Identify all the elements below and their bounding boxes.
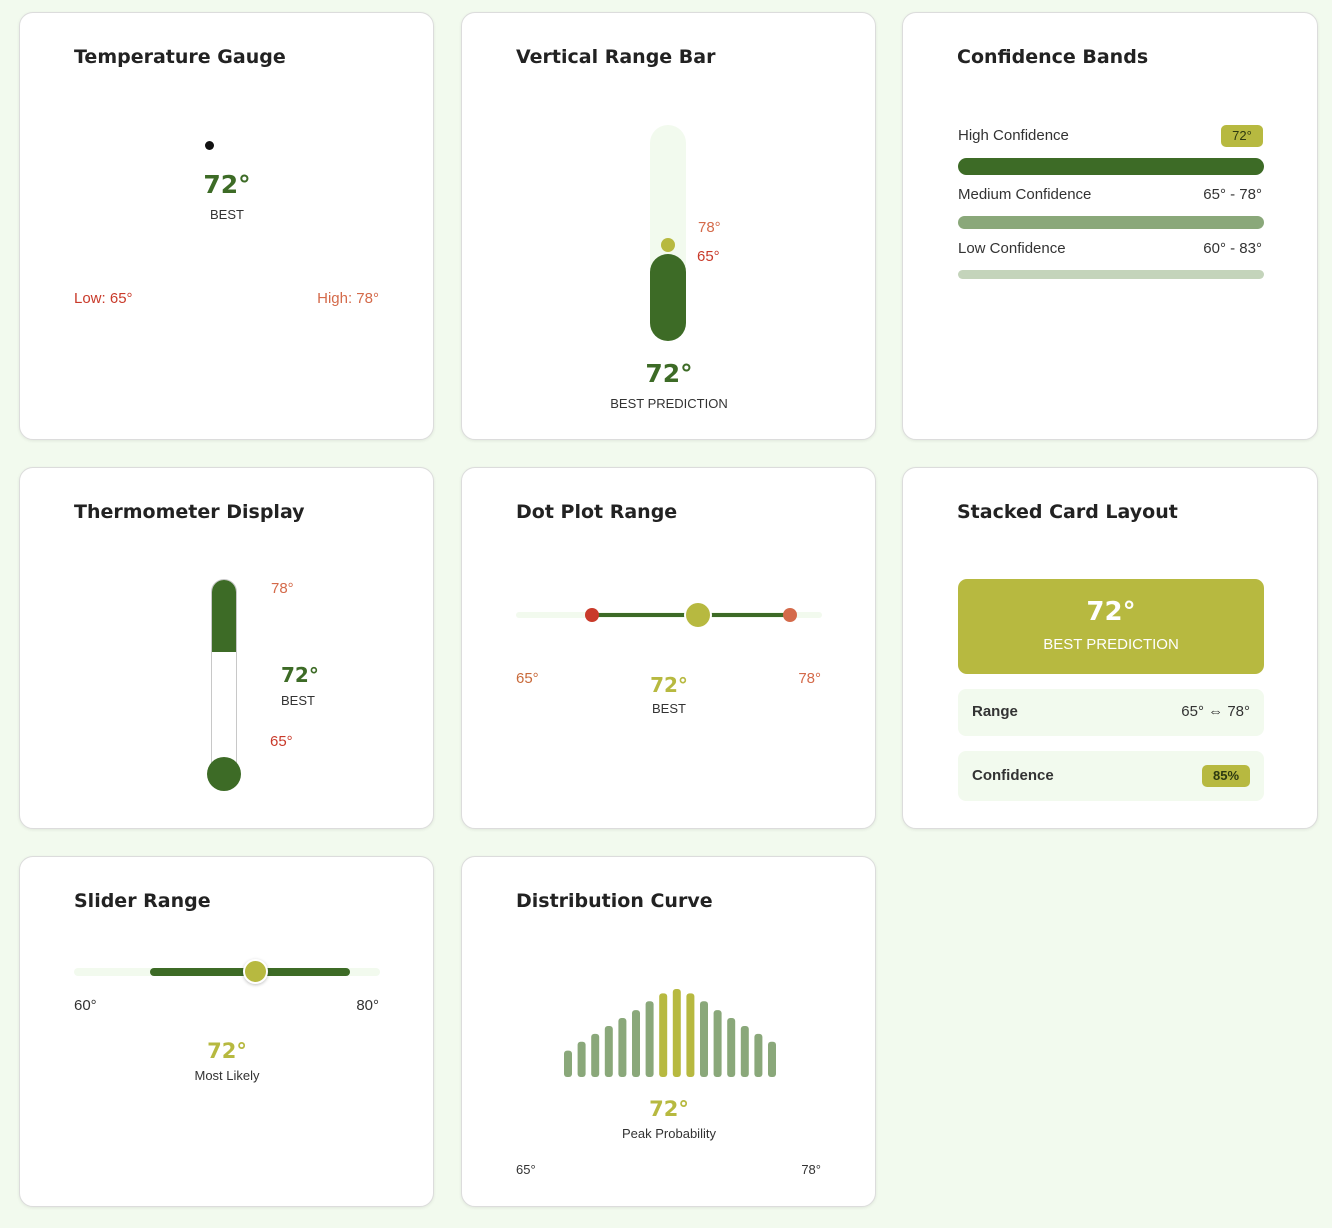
dot-value: 72°: [650, 673, 688, 697]
thermometer-fill: [212, 580, 236, 652]
distribution-bar: [618, 1018, 627, 1077]
range-fill: [650, 254, 686, 341]
confidence-bands-card: Confidence Bands High Confidence 72° Med…: [902, 12, 1318, 440]
gauge-low-label: Low: 65°: [74, 290, 133, 307]
distribution-bar: [604, 1026, 613, 1077]
slider-value-label: Most Likely: [194, 1068, 260, 1083]
dot-high-label: 78°: [798, 670, 821, 687]
card-title: Temperature Gauge: [74, 46, 286, 68]
range-value-label: BEST PREDICTION: [610, 396, 728, 411]
band-value-low: 60° - 83°: [1203, 240, 1262, 257]
card-title: Vertical Range Bar: [516, 46, 716, 68]
card-title: Dot Plot Range: [516, 501, 678, 523]
range-row-label: Range: [972, 703, 1018, 720]
band-bar-medium: [958, 216, 1264, 229]
dot-plot-range-card: Dot Plot Range 65° 72° BEST 78°: [461, 467, 876, 829]
best-marker-dot: [661, 238, 675, 252]
dist-max-label: 78°: [801, 1162, 821, 1177]
slider-handle[interactable]: [243, 959, 268, 984]
distribution-bar: [713, 1010, 722, 1077]
band-bar-low: [958, 270, 1264, 279]
confidence-badge: 85%: [1202, 765, 1250, 787]
range-high-label: 78°: [698, 219, 721, 236]
distribution-chart: [564, 989, 776, 1077]
confidence-row: Confidence 85%: [958, 751, 1264, 801]
thermo-value-label: BEST: [281, 693, 315, 708]
slider-range-card: Slider Range 60° 80° 72° Most Likely: [19, 856, 434, 1207]
card-title: Distribution Curve: [516, 890, 713, 912]
thermometer-bulb: [207, 757, 241, 791]
band-label-medium: Medium Confidence: [958, 186, 1092, 203]
dot-value-label: BEST: [652, 701, 686, 716]
distribution-bar: [632, 1010, 640, 1077]
dot-best-marker: [684, 601, 712, 629]
slider-min-label: 60°: [74, 997, 97, 1014]
gauge-value: 72°: [203, 170, 251, 199]
vertical-range-bar-card: Vertical Range Bar 78° 65° 72° BEST PRED…: [461, 12, 876, 440]
range-value: 72°: [645, 359, 693, 388]
stacked-card-layout-card: Stacked Card Layout 72° BEST PREDICTION …: [902, 467, 1318, 829]
best-prediction-panel: 72° BEST PREDICTION: [958, 579, 1264, 674]
thermometer-tube: [211, 579, 237, 775]
distribution-bar: [659, 993, 668, 1077]
band-value-high: 72°: [1221, 125, 1263, 147]
dot-high-marker: [783, 608, 797, 622]
gauge-value-label: BEST: [210, 207, 244, 222]
range-low-label: 65°: [697, 248, 720, 265]
slider-max-label: 80°: [356, 997, 379, 1014]
distribution-bar: [591, 1033, 600, 1077]
confidence-row-label: Confidence: [972, 767, 1054, 784]
dist-value: 72°: [649, 1097, 689, 1121]
distribution-bar: [672, 989, 681, 1077]
distribution-bar: [686, 993, 695, 1077]
distribution-bar: [564, 1050, 572, 1077]
thermo-high-label: 78°: [271, 580, 294, 597]
stacked-value-label: BEST PREDICTION: [1043, 636, 1179, 653]
temperature-gauge-card: Temperature Gauge 72° BEST Low: 65° High…: [19, 12, 434, 440]
distribution-bar: [740, 1026, 749, 1077]
card-title: Thermometer Display: [74, 501, 305, 523]
range-row: Range 65° ⇔ 78°: [958, 689, 1264, 736]
gauge-high-label: High: 78°: [317, 290, 379, 307]
band-bar-high: [958, 158, 1264, 175]
dot-low-marker: [585, 608, 599, 622]
distribution-bar: [768, 1041, 776, 1077]
stacked-value: 72°: [1086, 597, 1136, 627]
thermo-low-label: 65°: [270, 733, 293, 750]
range-row-value: 65° ⇔ 78°: [1181, 703, 1250, 720]
card-title: Stacked Card Layout: [957, 501, 1178, 523]
thermometer-display-card: Thermometer Display 78° 72° BEST 65°: [19, 467, 434, 829]
dot-low-label: 65°: [516, 670, 539, 687]
dist-min-label: 65°: [516, 1162, 536, 1177]
slider-value: 72°: [207, 1039, 247, 1063]
distribution-curve-card: Distribution Curve 72° Peak Probability …: [461, 856, 876, 1207]
distribution-bar: [700, 1001, 708, 1077]
band-label-low: Low Confidence: [958, 240, 1066, 257]
card-title: Confidence Bands: [957, 46, 1149, 68]
distribution-bar: [577, 1041, 586, 1077]
band-label-high: High Confidence: [958, 127, 1069, 144]
distribution-bar: [727, 1018, 736, 1077]
distribution-bar: [754, 1033, 763, 1077]
distribution-bar: [645, 1001, 654, 1077]
thermo-value: 72°: [281, 663, 319, 687]
gauge-needle-dot: [205, 141, 214, 150]
dist-value-label: Peak Probability: [622, 1126, 716, 1141]
card-title: Slider Range: [74, 890, 211, 912]
band-value-medium: 65° - 78°: [1203, 186, 1262, 203]
